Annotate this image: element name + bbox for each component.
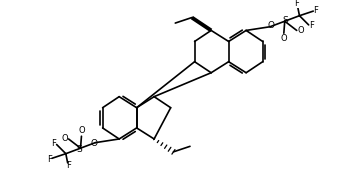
Text: F: F	[66, 161, 71, 170]
Text: O: O	[281, 34, 287, 43]
Text: F: F	[313, 6, 318, 15]
Text: O: O	[297, 26, 304, 35]
Text: O: O	[91, 139, 98, 148]
Text: O: O	[61, 134, 68, 143]
Text: O: O	[267, 21, 275, 30]
Text: F: F	[51, 139, 56, 148]
Text: S: S	[77, 145, 82, 154]
Text: O: O	[78, 126, 85, 135]
Text: F: F	[294, 0, 299, 8]
Text: F: F	[47, 155, 52, 164]
Text: S: S	[283, 16, 288, 25]
Text: F: F	[309, 21, 314, 30]
